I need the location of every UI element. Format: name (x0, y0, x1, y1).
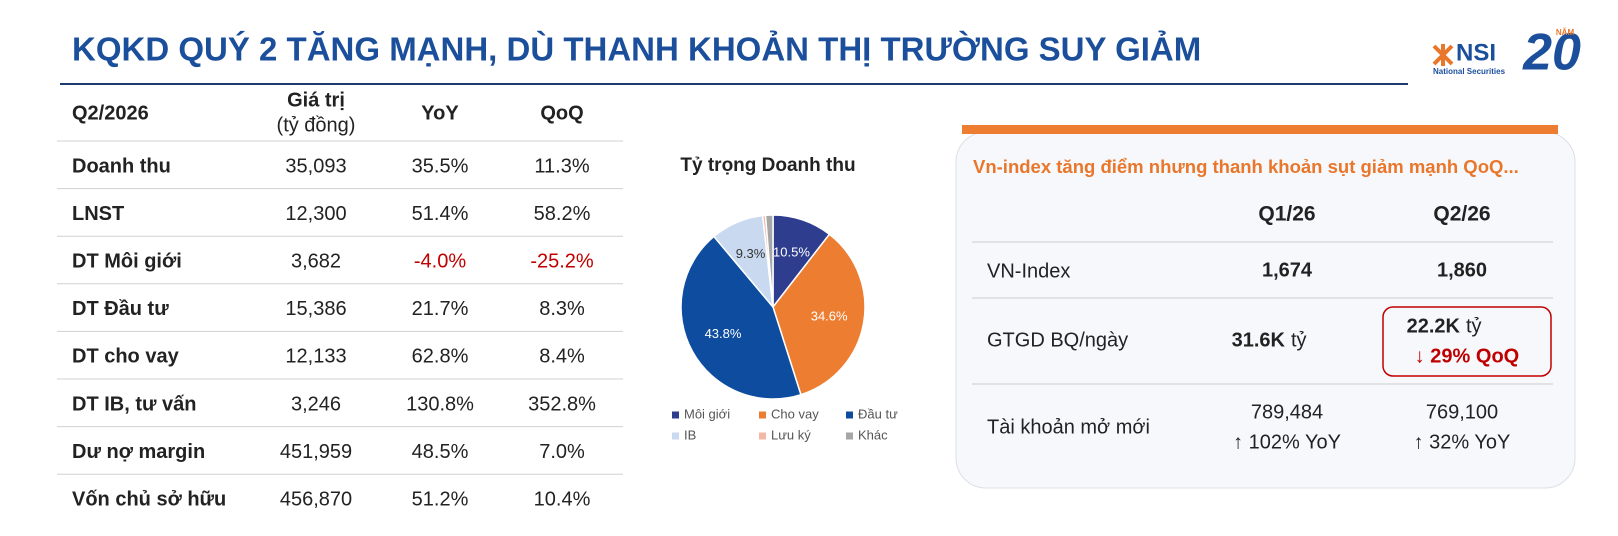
table-row-label: LNST (72, 203, 124, 225)
table-row-label: Doanh thu (72, 155, 171, 177)
table-header: Giá trị (287, 89, 345, 111)
table-cell: 352.8% (528, 393, 596, 415)
panel-accent-bar (962, 125, 1558, 134)
table-cell: 7.0% (539, 441, 585, 463)
table-cell: 15,386 (285, 298, 346, 320)
legend-label: Khác (858, 427, 888, 442)
table-row-label: DT cho vay (72, 346, 180, 368)
table-row-label: Dư nợ margin (72, 441, 205, 463)
logo-icon (1432, 44, 1454, 66)
legend-label: Lưu ký (771, 427, 811, 442)
legend-swatch (846, 432, 853, 440)
table-cell: -4.0% (414, 250, 466, 272)
table-header-unit: (tỷ đồng) (277, 114, 356, 136)
panel-change: ↑ 32% YoY (1414, 431, 1511, 453)
logo-star (1432, 44, 1454, 66)
panel-cell: 789,484 (1251, 401, 1323, 423)
panel-row-label: Tài khoản mở mới (987, 416, 1150, 438)
data-label: 9.3% (736, 246, 766, 261)
logo-years-label: NĂM (1556, 28, 1575, 37)
data-label: 34.6% (811, 308, 848, 323)
slide-title: KQKD QUÝ 2 TĂNG MẠNH, DÙ THANH KHOẢN THỊ… (72, 31, 1201, 68)
logo: NSI National Securities 20 NĂM (1432, 24, 1581, 82)
legend-swatch (672, 411, 679, 419)
table-cell: 51.2% (412, 488, 469, 510)
highlight-box (1382, 306, 1552, 377)
chart-title: Tỷ trọng Doanh thu (680, 155, 855, 176)
table-cell: 21.7% (412, 298, 469, 320)
table-row-label: DT IB, tư vấn (72, 393, 197, 415)
table-cell: 12,133 (285, 346, 346, 368)
table-cell: 11.3% (534, 155, 589, 177)
kpi-table: Q2/2026 Giá trị (tỷ đồng) YoY QoQ Doanh thu 35… (57, 89, 623, 510)
table-cell: 451,959 (280, 441, 352, 463)
legend-swatch (846, 411, 853, 419)
pie-chart: Tỷ trọng Doanh thu 10.5% 34.6% 43.8% 9.3% Mô… (672, 155, 898, 442)
legend-swatch (672, 432, 679, 440)
table-row-label: DT Đầu tư (72, 298, 169, 320)
panel-cell-unit: tỷ (1291, 329, 1307, 351)
table-cell: -25.2% (530, 250, 594, 272)
table-row-label: Vốn chủ sở hữu (72, 488, 226, 510)
panel-cell: 1,674 (1262, 259, 1313, 281)
legend-label: Môi giới (684, 406, 730, 421)
table-cell: 10.4% (534, 488, 591, 510)
panel-change: ↓ 29% QoQ (1415, 345, 1519, 367)
data-label: 43.8% (705, 326, 742, 341)
panel-column-header: Q1/26 (1258, 203, 1315, 226)
table-cell: 58.2% (534, 203, 591, 225)
pie-slice (680, 235, 802, 400)
logo-years: 20 (1522, 24, 1581, 82)
table-cell: 8.3% (539, 298, 585, 320)
table-cell: 48.5% (412, 441, 469, 463)
panel-cell: 769,100 (1426, 401, 1498, 423)
table-cell: 62.8% (412, 346, 469, 368)
panel-cell: 22.2K (1407, 315, 1461, 337)
panel-change: ↑ 102% YoY (1233, 431, 1341, 453)
table-cell: 3,682 (291, 250, 341, 272)
table-cell: 8.4% (539, 346, 585, 368)
legend-label: Đầu tư (858, 406, 898, 421)
table-cell: 456,870 (280, 488, 352, 510)
panel-cell: 1,860 (1437, 259, 1487, 281)
market-panel: Vn-index tăng điểm nhưng thanh khoản sụt… (955, 125, 1576, 489)
table-cell: 130.8% (406, 393, 474, 415)
panel-row-label: GTGD BQ/ngày (987, 329, 1128, 351)
panel-title: Vn-index tăng điểm nhưng thanh khoản sụt… (973, 156, 1519, 177)
table-cell: 35.5% (412, 155, 469, 177)
table-header: Q2/2026 (72, 102, 149, 124)
logo-sub: National Securities (1433, 67, 1506, 76)
legend-swatch (759, 432, 766, 440)
panel-cell: 31.6K (1232, 329, 1286, 351)
panel-cell-unit: tỷ (1466, 315, 1482, 337)
legend-label: Cho vay (771, 406, 819, 421)
table-row-label: DT Môi giới (72, 250, 182, 272)
legend-swatch (759, 411, 766, 419)
table-cell: 12,300 (285, 203, 346, 225)
table-cell: 51.4% (412, 203, 469, 225)
table-cell: 3,246 (291, 393, 341, 415)
panel-column-header: Q2/26 (1433, 203, 1490, 226)
legend-label: IB (684, 427, 696, 442)
logo-brand: NSI (1456, 39, 1496, 66)
table-cell: 35,093 (285, 155, 346, 177)
pie-slice (772, 233, 866, 396)
panel-row-label: VN-Index (987, 260, 1070, 282)
pie-slice (764, 214, 774, 308)
data-label: 10.5% (773, 244, 810, 259)
table-header: QoQ (540, 102, 583, 124)
table-header: YoY (421, 102, 459, 124)
